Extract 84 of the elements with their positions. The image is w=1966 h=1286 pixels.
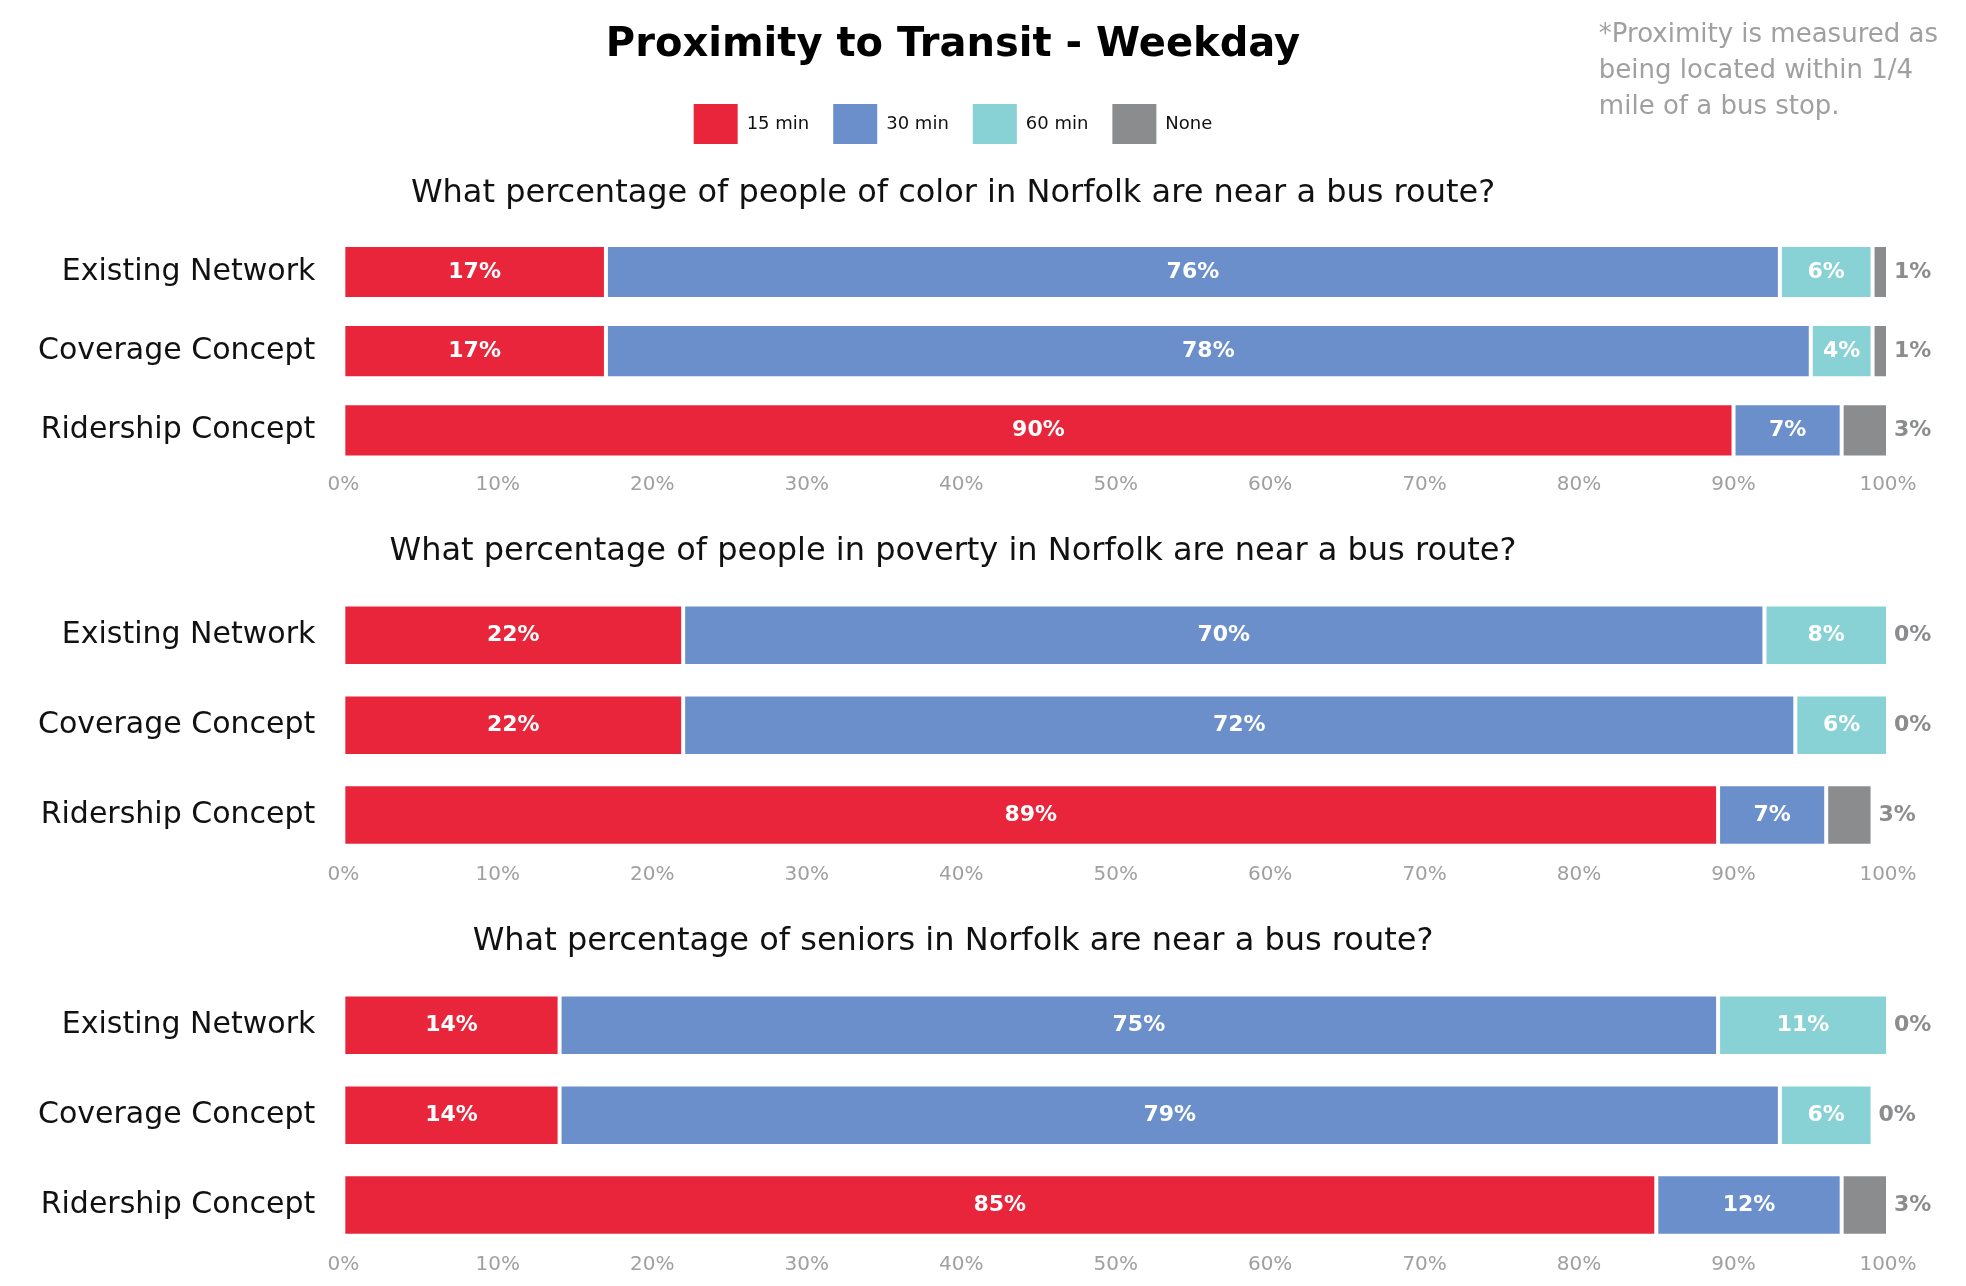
data-label: 6% (1807, 257, 1845, 283)
data-label: 0% (1894, 710, 1932, 736)
data-label: 3% (1894, 1190, 1932, 1216)
x-tick-label: 90% (1711, 471, 1756, 496)
y-tick-label: Coverage Concept (38, 1095, 316, 1130)
x-tick-label: 50% (1093, 1251, 1138, 1276)
data-label: 72% (1212, 710, 1266, 736)
data-label: 12% (1722, 1190, 1776, 1216)
data-label: 6% (1822, 710, 1861, 736)
x-tick-label: 30% (784, 471, 829, 496)
x-tick-label: 50% (1093, 471, 1138, 496)
x-tick-label: 40% (938, 1251, 984, 1276)
data-label: 1% (1894, 336, 1932, 362)
data-label: 0% (1894, 1011, 1932, 1037)
data-label: 17% (448, 257, 501, 283)
data-label: 22% (486, 710, 540, 736)
y-tick-label: Coverage Concept (38, 331, 316, 366)
y-tick-label: Ridership Concept (40, 794, 316, 830)
data-label: 4% (1822, 336, 1861, 362)
x-tick-label: 10% (475, 861, 521, 886)
legend-label: 60 min (1025, 111, 1089, 133)
data-label: 6% (1807, 1100, 1845, 1126)
y-tick-label: Ridership Concept (40, 1184, 316, 1220)
chart-subtitle: What percentage of people in poverty in Norfolk are near a bus route? (389, 529, 1517, 568)
legend-label: 15 min (746, 111, 810, 133)
x-tick-label: 80% (1556, 471, 1602, 496)
data-label: 70% (1197, 621, 1251, 647)
data-label: 8% (1807, 621, 1845, 647)
x-tick-label: 60% (1247, 861, 1293, 886)
x-tick-label: 80% (1556, 1251, 1602, 1276)
data-label: 3% (1894, 416, 1932, 442)
x-tick-label: 90% (1711, 1251, 1756, 1276)
x-tick-label: 70% (1402, 861, 1447, 886)
x-tick-label: 40% (938, 471, 984, 496)
x-tick-label: 100% (1859, 471, 1917, 496)
x-tick-label: 80% (1556, 861, 1602, 886)
data-label: 90% (1012, 416, 1065, 442)
x-tick-label: 100% (1859, 861, 1917, 886)
data-label: 7% (1768, 416, 1807, 442)
x-tick-label: 90% (1711, 861, 1756, 886)
data-label: 76% (1166, 257, 1220, 283)
y-tick-label: Ridership Concept (40, 410, 316, 446)
chart-subtitle: What percentage of people of color in Norfolk are near a bus route? (410, 171, 1496, 210)
data-label: 1% (1894, 257, 1932, 283)
x-tick-label: 20% (630, 471, 675, 496)
data-label: 14% (425, 1100, 478, 1126)
x-tick-label: 30% (784, 1251, 829, 1276)
chart-subtitle: What percentage of seniors in Norfolk are near a bus route? (472, 919, 1434, 958)
x-tick-label: 30% (784, 861, 829, 886)
x-tick-label: 10% (475, 1251, 521, 1276)
data-label: 89% (1004, 800, 1058, 826)
x-tick-label: 70% (1402, 1251, 1447, 1276)
x-tick-label: 40% (938, 861, 984, 886)
chart-title: Proximity to Transit - Weekday (605, 19, 1301, 66)
data-label: 17% (448, 336, 501, 362)
data-label: 0% (1894, 621, 1932, 647)
text: *Proximity is measured as being located within 1/4 mile of a bus stop. (1598, 17, 1939, 120)
x-tick-label: 0% (327, 471, 360, 496)
x-tick-label: 50% (1093, 861, 1138, 886)
data-label: 75% (1112, 1011, 1166, 1037)
x-tick-label: 100% (1859, 1251, 1917, 1276)
y-tick-label: Existing Network (61, 615, 316, 651)
y-tick-label: Existing Network (61, 1005, 316, 1041)
legend-label: 30 min (886, 111, 949, 133)
y-tick-label: Existing Network (61, 251, 316, 287)
x-tick-label: 20% (630, 1251, 675, 1276)
data-label: 3% (1878, 800, 1916, 826)
x-tick-label: 0% (327, 1251, 360, 1276)
x-tick-label: 10% (475, 471, 521, 496)
x-tick-label: 70% (1402, 471, 1447, 496)
data-label: 79% (1143, 1100, 1197, 1126)
y-tick-label: Coverage Concept (38, 705, 316, 740)
data-label: 11% (1776, 1011, 1830, 1037)
x-tick-label: 60% (1247, 1251, 1293, 1276)
data-label: 0% (1878, 1100, 1916, 1126)
legend-label: None (1165, 111, 1213, 133)
data-label: 22% (486, 621, 540, 647)
x-tick-label: 0% (327, 861, 360, 886)
data-label: 85% (973, 1190, 1027, 1216)
x-tick-label: 20% (630, 861, 675, 886)
data-label: 14% (425, 1011, 478, 1037)
data-label: 78% (1182, 336, 1235, 362)
x-tick-label: 60% (1247, 471, 1293, 496)
data-label: 7% (1753, 800, 1791, 826)
